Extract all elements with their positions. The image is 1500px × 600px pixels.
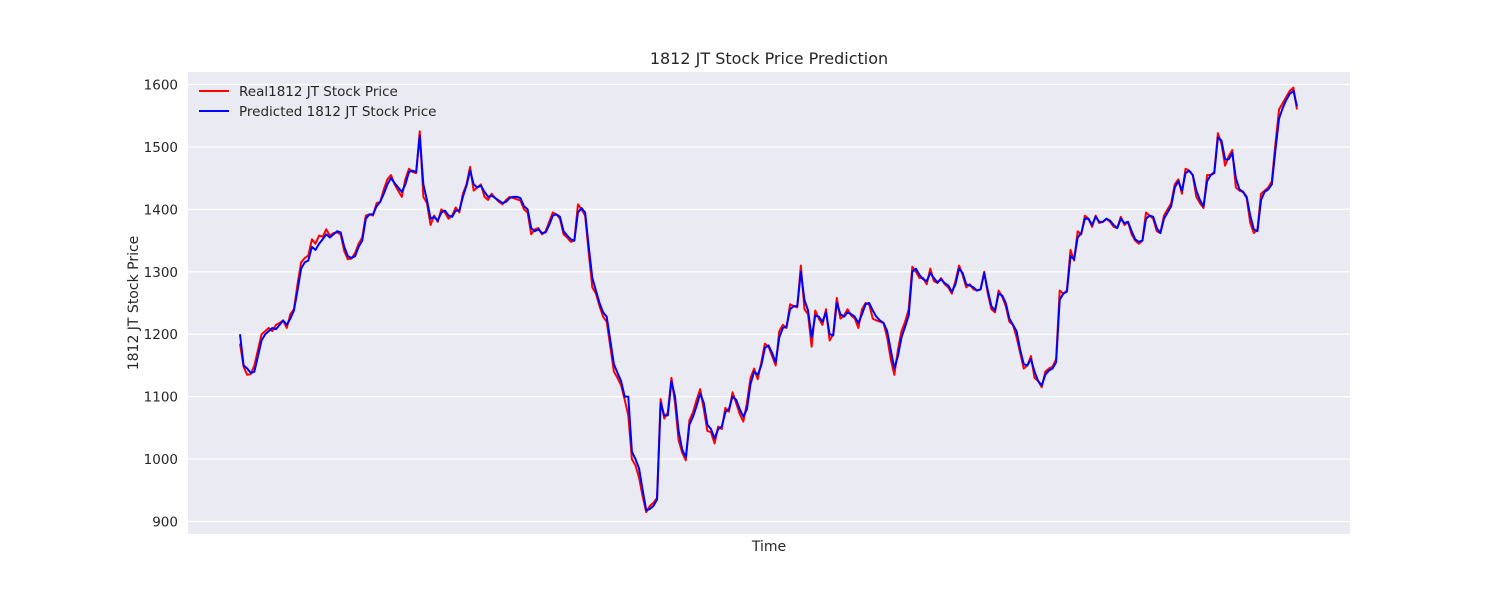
plot-background [188, 72, 1350, 534]
y-tick-label: 1600 [144, 77, 178, 93]
x-axis-label: Time [751, 539, 786, 555]
grid-lines [188, 83, 1350, 523]
y-axis-label: 1812 JT Stock Price [126, 236, 142, 371]
series-lines [239, 86, 1298, 514]
legend-label-predicted: Predicted 1812 JT Stock Price [239, 104, 436, 120]
series-line-predicted [239, 89, 1298, 512]
y-tick-label: 1500 [144, 140, 178, 156]
y-tick-label: 900 [152, 515, 178, 531]
y-tick-label: 1100 [144, 390, 178, 406]
y-tick-label: 1200 [144, 327, 178, 343]
legend-label-real: Real1812 JT Stock Price [239, 84, 398, 100]
y-axis-ticks: 900 1000 1100 1200 1300 1400 1500 1600 [144, 77, 178, 530]
y-tick-label: 1000 [144, 452, 178, 468]
legend: Real1812 JT Stock Price Predicted 1812 J… [199, 84, 436, 120]
chart-title: 1812 JT Stock Price Prediction [650, 49, 888, 68]
y-tick-label: 1300 [144, 265, 178, 281]
y-tick-label: 1400 [144, 202, 178, 218]
